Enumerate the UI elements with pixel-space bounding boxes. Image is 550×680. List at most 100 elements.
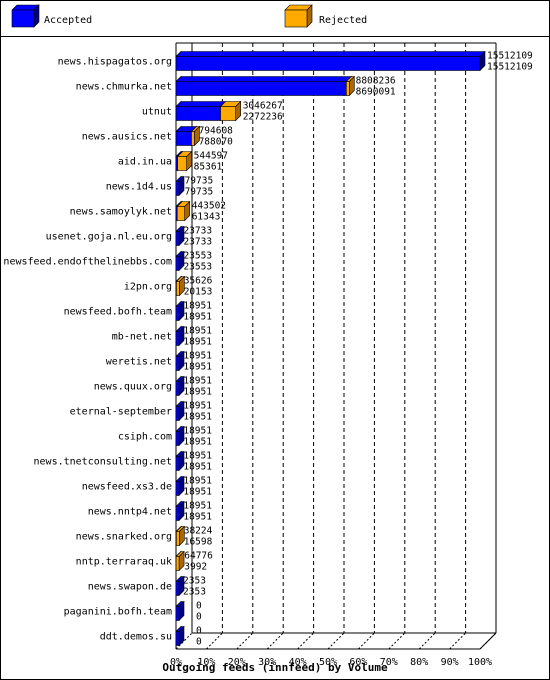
bar-accepted xyxy=(175,450,185,472)
value-label-accepted: 788070 xyxy=(199,137,234,148)
bar-rejected-front xyxy=(176,281,180,296)
category-label: csiph.com xyxy=(118,432,172,443)
x-tick-label: 60% xyxy=(349,657,367,668)
category-label: news.samoylyk.net xyxy=(70,207,172,218)
bar-rejected-front xyxy=(175,556,180,571)
bar-accepted-front xyxy=(175,181,180,196)
value-label-accepted: 18951 xyxy=(183,487,212,498)
category-label: news.quux.org xyxy=(94,382,172,393)
plot-floor-right-edge xyxy=(479,632,497,650)
floor-gridline xyxy=(297,632,314,650)
value-label-offered: 18951 xyxy=(183,451,212,462)
value-label-accepted: 18951 xyxy=(183,312,212,323)
bar-accepted-top xyxy=(175,101,227,107)
bar-rejected xyxy=(219,100,242,122)
bar-accepted-top xyxy=(175,76,353,82)
floor-gridline xyxy=(418,632,436,650)
category-label: news.nntp4.net xyxy=(88,507,172,518)
bar-accepted xyxy=(175,50,486,72)
category-label: eternal-september xyxy=(70,407,172,418)
category-label: utnut xyxy=(142,107,172,118)
x-tick-label: 90% xyxy=(441,657,459,668)
x-tick-label: 30% xyxy=(258,657,276,668)
category-label: news.swapon.de xyxy=(88,582,172,593)
bar-accepted-front xyxy=(175,406,180,421)
value-label-offered: 15512109 xyxy=(487,51,533,62)
x-tick-label: 10% xyxy=(197,657,215,668)
bar-accepted xyxy=(175,475,185,497)
bar-accepted-front xyxy=(175,331,180,346)
floor-gridline xyxy=(206,632,223,650)
bar-rejected xyxy=(345,75,356,97)
value-label-offered: 2353 xyxy=(183,576,206,587)
value-label-offered: 18951 xyxy=(183,326,212,337)
x-tick-label: 70% xyxy=(380,657,398,668)
legend-rejected: Rejected xyxy=(284,4,367,28)
bar-accepted-front xyxy=(175,306,180,321)
value-label-accepted: 18951 xyxy=(183,462,212,473)
x-tick-label: 20% xyxy=(228,657,246,668)
plot-background xyxy=(175,42,497,650)
bar-accepted-front xyxy=(175,381,180,396)
bar-accepted-front xyxy=(175,606,180,621)
chart-title: Outgoing feeds (innfeed) by Volume xyxy=(162,661,388,674)
floor-gridline xyxy=(388,632,406,650)
value-label-accepted: 18951 xyxy=(183,512,212,523)
bar-rejected-front xyxy=(191,131,195,146)
bar-accepted xyxy=(175,100,227,122)
bar-accepted xyxy=(175,375,185,397)
value-label-accepted: 85361 xyxy=(194,162,223,173)
value-label-offered: 443502 xyxy=(192,201,226,212)
bar-accepted xyxy=(175,300,185,322)
value-label-offered: 18951 xyxy=(183,401,212,412)
legend-accepted: Accepted xyxy=(11,4,92,28)
bars-layer xyxy=(175,50,486,647)
bar-accepted xyxy=(175,425,185,447)
category-label: news.snarked.org xyxy=(76,532,172,543)
value-label-offered: 35626 xyxy=(184,276,213,287)
value-label-offered: 0 xyxy=(196,626,202,637)
bar-accepted xyxy=(175,400,185,422)
category-label: ddt.demos.su xyxy=(100,632,172,643)
category-label: newsfeed.bofh.team xyxy=(64,307,172,318)
category-labels: news.hispagatos.org news.chmurka.net utnut… xyxy=(3,57,172,643)
floor-gridline xyxy=(236,632,254,650)
x-axis-ticks: 0% 10% 20% 30% 40% 50% 60% 70% 80% 90% 100% xyxy=(170,657,492,668)
value-label-offered: 38224 xyxy=(184,526,213,537)
bar-accepted-front xyxy=(175,231,180,246)
bar-accepted-front xyxy=(175,456,180,471)
bar-rejected-front xyxy=(177,156,187,171)
bar-accepted-front xyxy=(175,581,180,596)
value-label-accepted: 18951 xyxy=(183,412,212,423)
category-label: news.chmurka.net xyxy=(76,82,172,93)
value-label-offered: 8808236 xyxy=(356,76,396,87)
bar-accepted-front xyxy=(175,81,347,96)
value-label-accepted: 0 xyxy=(196,612,202,623)
value-label-accepted: 15512109 xyxy=(487,62,533,73)
bar-rejected xyxy=(175,550,185,572)
bar-accepted-front xyxy=(175,56,481,71)
value-label-accepted: 3992 xyxy=(184,562,207,573)
bar-accepted-front xyxy=(175,106,221,121)
bar-rejected xyxy=(176,150,193,172)
value-label-accepted: 23553 xyxy=(183,262,212,273)
category-label: news.1d4.us xyxy=(106,182,172,193)
value-label-accepted: 0 xyxy=(196,637,202,648)
category-label: news.ausics.net xyxy=(82,132,172,143)
value-label-offered: 3046267 xyxy=(243,101,283,112)
x-tick-label: 40% xyxy=(289,657,307,668)
value-label-accepted: 18951 xyxy=(183,387,212,398)
value-label-offered: 18951 xyxy=(183,301,212,312)
value-label-offered: 18951 xyxy=(183,376,212,387)
value-label-offered: 18951 xyxy=(183,351,212,362)
bar-rejected-front xyxy=(176,206,185,221)
value-label-accepted: 2353 xyxy=(183,587,206,598)
bar-rejected xyxy=(176,200,191,222)
bar-accepted xyxy=(175,250,185,272)
bar-accepted xyxy=(175,175,185,197)
value-label-offered: 23733 xyxy=(183,226,212,237)
category-label: newsfeed.xs3.de xyxy=(82,482,172,493)
